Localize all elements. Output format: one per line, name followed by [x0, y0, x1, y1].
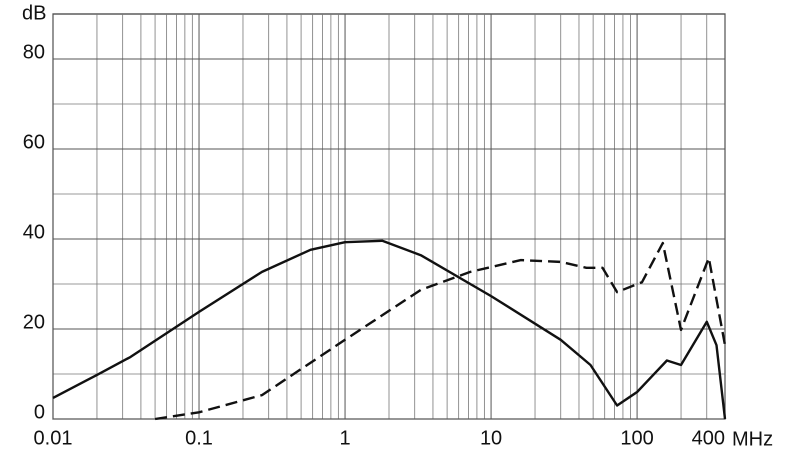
y-tick-label: 80 [23, 41, 45, 63]
y-tick-label: 40 [23, 221, 45, 243]
series-line [154, 241, 727, 421]
x-axis-label: MHz [732, 428, 773, 450]
x-tick-label: 0.01 [34, 427, 73, 449]
y-tick-label: 20 [23, 311, 45, 333]
y-axis-label: dB [22, 2, 46, 24]
x-tick-label: 0.1 [185, 427, 213, 449]
x-tick-label: 100 [620, 427, 653, 449]
x-tick-label: 1 [339, 427, 350, 449]
x-tick-label: 10 [480, 427, 502, 449]
series-line [52, 239, 727, 420]
y-tick-label: 60 [23, 131, 45, 153]
x-tick-label: 400 [692, 427, 725, 449]
y-tick-label: 0 [34, 401, 45, 423]
